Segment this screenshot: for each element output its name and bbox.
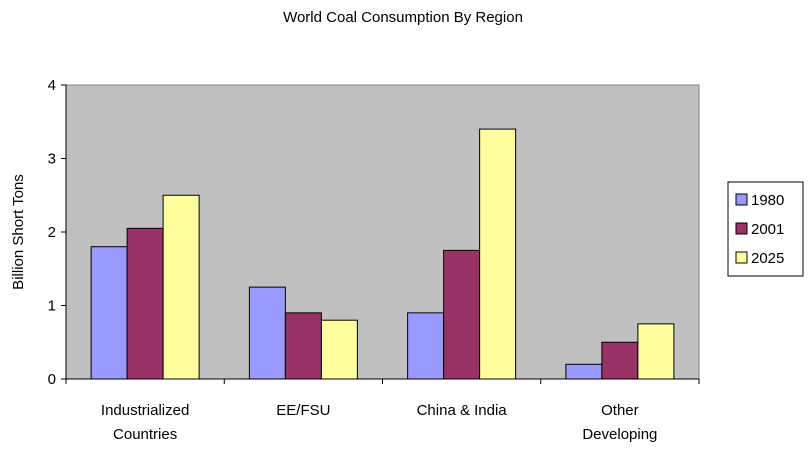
bar-2025-2	[479, 128, 517, 380]
bar-2001-2	[443, 249, 481, 380]
y-tick-label: 1	[48, 298, 56, 315]
legend-label-2001: 2001	[751, 221, 784, 238]
legend-label-2025: 2025	[751, 250, 784, 267]
y-tick-label: 0	[48, 371, 56, 388]
bar-1980-0	[90, 246, 128, 380]
legend-label-1980: 1980	[751, 192, 784, 209]
bar-1980-2	[407, 312, 445, 380]
x-tick-label: China & India	[417, 402, 508, 419]
bar-2025-1	[320, 319, 358, 380]
y-tick-label: 2	[48, 224, 56, 241]
chart-title: World Coal Consumption By Region	[283, 9, 523, 26]
bar-1980-1	[248, 286, 286, 380]
bar-2001-1	[284, 312, 322, 380]
plot-area: 0 1 2 3 4 Industrialized Countries EE/FSU China …	[48, 77, 700, 443]
x-tick-label: Other	[601, 402, 639, 419]
y-tick-label: 4	[48, 77, 56, 94]
bar-2025-3	[637, 323, 675, 380]
x-tick-label: EE/FSU	[276, 402, 330, 419]
bar-1980-3	[565, 363, 603, 380]
legend-swatch-2025	[735, 251, 748, 264]
x-tick-label: Developing	[582, 426, 657, 443]
bar-2001-3	[601, 341, 639, 380]
legend: 1980 2001 2025	[727, 181, 804, 277]
bar-2025-0	[162, 194, 200, 380]
y-tick-label: 3	[48, 151, 56, 168]
legend-swatch-1980	[735, 193, 748, 206]
y-axis-label: Billion Short Tons	[10, 174, 27, 290]
x-tick-label: Industrialized	[101, 402, 189, 419]
legend-swatch-2001	[735, 222, 748, 235]
x-tick-label: Countries	[113, 426, 177, 443]
bar-2001-0	[126, 227, 164, 380]
